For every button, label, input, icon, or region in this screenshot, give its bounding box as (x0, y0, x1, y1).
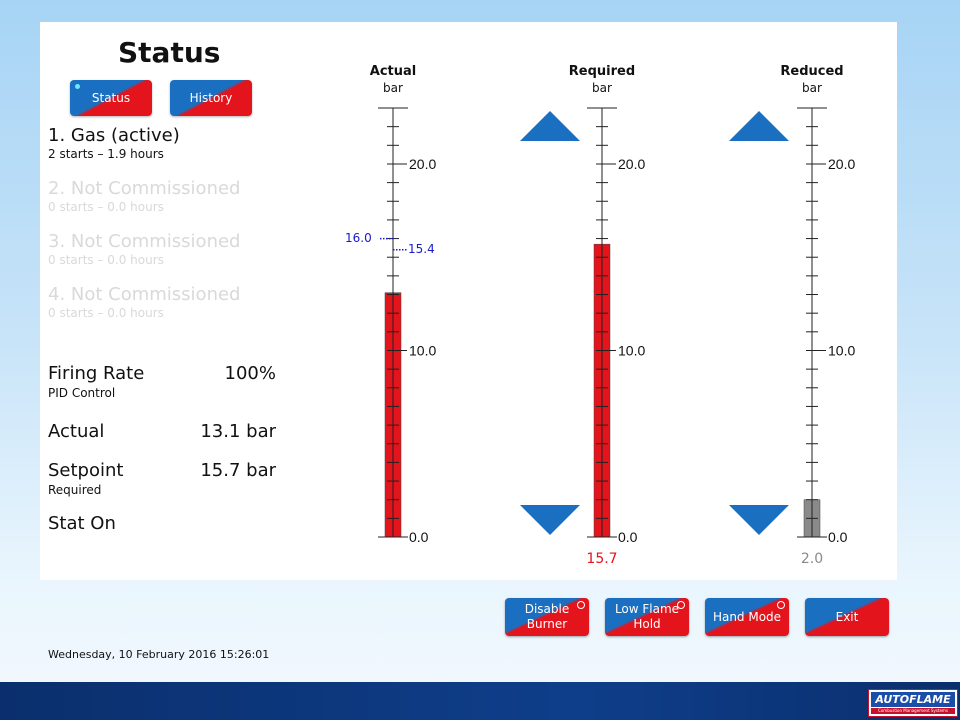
burner-3-name: 3. Not Commissioned (48, 231, 241, 252)
required-decrease-button[interactable] (520, 505, 580, 535)
datetime: Wednesday, 10 February 2016 15:26:01 (48, 648, 270, 661)
required-tick-label: 0.0 (618, 529, 638, 545)
setpoint-label: Setpoint (48, 460, 124, 481)
hand-mode-label: Hand Mode (712, 609, 782, 624)
stat-label: Stat On (48, 513, 116, 534)
reduced-tick-label: 0.0 (828, 529, 848, 545)
burner-2-name: 2. Not Commissioned (48, 178, 241, 199)
disable-burner-label: Disable Burner (524, 602, 570, 631)
actual-lower-marker-label: 15.4 (408, 242, 435, 256)
low-flame-hold-label: Low Flame Hold (614, 602, 680, 631)
firing-rate-value: 100% (224, 363, 276, 384)
gauges-svg: 0.0 10.0 20.0 0.0 10.0 20.0 0.0 10.0 20.0 (378, 107, 855, 545)
reduced-bottom-value: 2.0 (800, 551, 824, 567)
low-flame-hold-button[interactable]: Low Flame Hold (605, 598, 689, 636)
active-indicator-icon (75, 84, 80, 89)
reduced-increase-button[interactable] (729, 111, 789, 141)
logo-tagline: Combustion Management Systems (871, 708, 955, 714)
gauge-required-title: Required (568, 64, 636, 79)
hand-mode-button[interactable]: Hand Mode (705, 598, 789, 636)
burner-3-info: 0 starts – 0.0 hours (48, 253, 164, 267)
gauge-reduced-title: Reduced (780, 64, 844, 79)
firing-rate-label: Firing Rate (48, 363, 145, 384)
reduced-decrease-button[interactable] (729, 505, 789, 535)
tab-history-label: History (189, 91, 233, 105)
clock-icon (677, 601, 685, 609)
burner-4-info: 0 starts – 0.0 hours (48, 306, 164, 320)
required-tick-label: 10.0 (618, 342, 645, 358)
actual-label: Actual (48, 421, 105, 442)
reduced-tick-label: 10.0 (828, 342, 855, 358)
burner-2: 2. Not Commissioned 0 starts – 0.0 hours (48, 178, 240, 214)
tab-history[interactable]: History (170, 80, 252, 116)
actual-upper-marker-label: 16.0 (345, 231, 372, 245)
firing-rate-mode: PID Control (48, 386, 116, 400)
burner-1-name: 1. Gas (active) (48, 125, 180, 146)
clock-icon (577, 601, 585, 609)
reduced-tick-label: 20.0 (828, 156, 855, 172)
actual-value: 13.1 bar (200, 421, 276, 442)
setpoint-value: 15.7 bar (200, 460, 276, 481)
actual-tick-label: 10.0 (409, 342, 436, 358)
clock-icon (777, 601, 785, 609)
page-title: Status (118, 36, 221, 69)
footer-bar (0, 682, 960, 720)
burner-2-info: 0 starts – 0.0 hours (48, 200, 164, 214)
gauge-required-unit: bar (592, 81, 612, 95)
burner-3: 3. Not Commissioned 0 starts – 0.0 hours (48, 231, 240, 267)
gauge-actual-title: Actual (369, 64, 417, 79)
tab-status[interactable]: Status (70, 80, 152, 116)
required-tick-label: 20.0 (618, 156, 645, 172)
required-increase-button[interactable] (520, 111, 580, 141)
exit-label: Exit (835, 609, 859, 624)
actual-tick-label: 0.0 (409, 529, 429, 545)
tab-status-label: Status (91, 91, 131, 105)
gauge-reduced-unit: bar (802, 81, 822, 95)
gauge-actual-unit: bar (383, 81, 403, 95)
burner-4: 4. Not Commissioned 0 starts – 0.0 hours (48, 284, 240, 320)
logo-brand: AUTOFLAME (871, 692, 955, 707)
autoflame-logo: AUTOFLAME Combustion Management Systems (868, 689, 958, 717)
burner-4-name: 4. Not Commissioned (48, 284, 241, 305)
required-bottom-value: 15.7 (586, 551, 618, 567)
actual-tick-label: 20.0 (409, 156, 436, 172)
setpoint-type: Required (48, 483, 102, 497)
burner-1[interactable]: 1. Gas (active) 2 starts – 1.9 hours (48, 125, 180, 161)
exit-button[interactable]: Exit (805, 598, 889, 636)
burner-1-info: 2 starts – 1.9 hours (48, 147, 164, 161)
disable-burner-button[interactable]: Disable Burner (505, 598, 589, 636)
